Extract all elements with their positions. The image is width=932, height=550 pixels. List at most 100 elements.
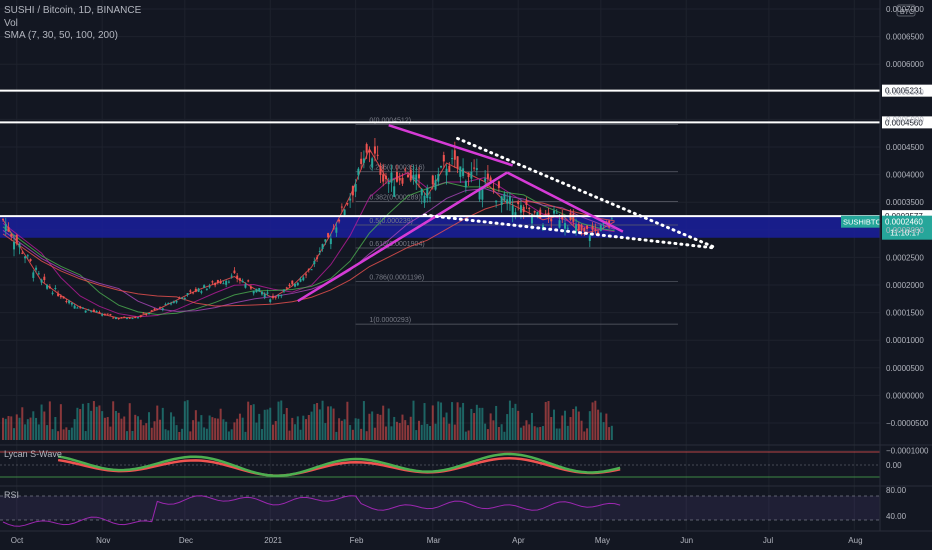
volume-bar xyxy=(206,429,208,440)
volume-bar xyxy=(266,409,268,440)
volume-bar xyxy=(261,429,263,440)
volume-bar xyxy=(104,418,106,440)
candle-body xyxy=(567,228,569,229)
volume-bar xyxy=(457,402,459,440)
volume-bar xyxy=(137,416,139,440)
candle-body xyxy=(46,285,48,289)
volume-bar xyxy=(523,426,525,440)
candle-body xyxy=(426,188,428,198)
volume-bar xyxy=(448,424,450,440)
volume-bar xyxy=(528,424,530,440)
volume-bar xyxy=(76,408,78,440)
volume-bar xyxy=(542,426,544,440)
candle-body xyxy=(324,239,326,241)
sma-legend[interactable]: SMA (7, 30, 50, 100, 200) xyxy=(4,30,118,41)
volume-bar xyxy=(512,408,514,440)
oscillator-label[interactable]: Lycan S-Wave xyxy=(4,449,62,459)
time-axis-label: Apr xyxy=(512,536,525,545)
candle-body xyxy=(487,174,489,179)
candle-body xyxy=(341,207,343,208)
volume-bar xyxy=(71,428,73,440)
candle-body xyxy=(377,155,379,156)
candle-body xyxy=(297,283,299,286)
volume-bar xyxy=(222,419,224,440)
volume-bar xyxy=(600,412,602,440)
volume-bar xyxy=(506,414,508,440)
volume-bar xyxy=(109,427,111,440)
candle-body xyxy=(211,281,213,282)
volume-bar xyxy=(283,414,285,440)
rsi-label[interactable]: RSI xyxy=(4,490,19,500)
volume-bar xyxy=(165,429,167,440)
volume-bar xyxy=(159,420,161,440)
volume-bar xyxy=(327,406,329,440)
candle-body xyxy=(283,290,285,292)
candle-body xyxy=(412,175,414,180)
candle-body xyxy=(415,174,417,183)
candle-body xyxy=(495,201,497,203)
candle-body xyxy=(87,310,89,311)
volume-bar xyxy=(2,418,4,440)
candle-body xyxy=(473,168,475,169)
candle-body xyxy=(319,251,321,252)
price-axis-label: 0.0005500 xyxy=(886,88,924,97)
volume-bar xyxy=(509,401,511,440)
candle-body xyxy=(338,220,340,222)
volume-bar xyxy=(534,426,536,440)
volume-bar xyxy=(264,410,266,440)
volume-bar xyxy=(211,417,213,440)
volume-bar xyxy=(90,411,92,440)
candle-body xyxy=(148,313,150,314)
volume-bar xyxy=(324,423,326,440)
candle-body xyxy=(41,280,43,283)
candle-body xyxy=(481,188,483,199)
candle-body xyxy=(60,296,62,297)
candle-body xyxy=(74,306,76,309)
volume-bar xyxy=(567,426,569,440)
volume-bar xyxy=(101,411,103,440)
volume-bar xyxy=(176,425,178,440)
volume-bar xyxy=(556,428,558,440)
volume-bar xyxy=(24,424,26,440)
candle-body xyxy=(239,278,241,281)
candle-body xyxy=(360,159,362,164)
volume-bar xyxy=(570,417,572,440)
volume-bar xyxy=(8,416,10,440)
price-axis-label: 0.0001500 xyxy=(886,309,924,318)
volume-bar xyxy=(87,403,89,440)
symbol-legend[interactable]: SUSHI / Bitcoin, 1D, BINANCE xyxy=(4,5,141,16)
time-axis-label: Mar xyxy=(427,536,441,545)
volume-bar xyxy=(209,415,211,440)
candle-body xyxy=(308,269,310,270)
candle-body xyxy=(261,292,263,295)
candle-body xyxy=(446,169,448,176)
candle-body xyxy=(517,202,519,204)
candle-body xyxy=(418,174,420,178)
volume-bar xyxy=(462,403,464,440)
price-axis-label: 0.0003000 xyxy=(886,226,924,235)
volume-bar xyxy=(443,417,445,440)
candle-body xyxy=(335,227,337,232)
volume-bar xyxy=(60,404,62,440)
volume-bar xyxy=(603,422,605,440)
volume-bar xyxy=(410,417,412,440)
candle-body xyxy=(134,317,136,318)
candle-body xyxy=(462,168,464,176)
candle-body xyxy=(266,292,268,293)
volume-legend[interactable]: Vol xyxy=(4,18,18,29)
price-axis-label: 0.0004000 xyxy=(886,171,924,180)
volume-bar xyxy=(561,416,563,440)
volume-bar xyxy=(280,400,282,440)
volume-bar xyxy=(316,403,318,440)
candle-body xyxy=(586,225,588,228)
candle-body xyxy=(173,301,175,303)
volume-bar xyxy=(415,430,417,440)
volume-bar xyxy=(404,420,406,440)
candle-body xyxy=(525,200,527,205)
candle-body xyxy=(123,317,125,318)
candle-body xyxy=(159,307,161,308)
price-axis-label: 0.0000500 xyxy=(886,364,924,373)
volume-bar xyxy=(272,425,274,440)
candle-body xyxy=(255,289,257,292)
